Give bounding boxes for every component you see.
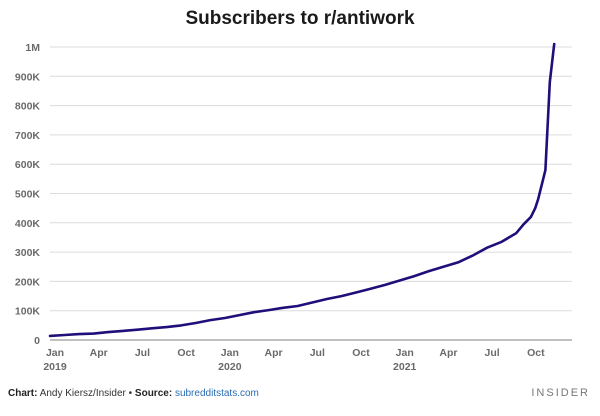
x-tick-label: Jul <box>310 347 325 359</box>
x-tick-label: Apr <box>439 347 457 359</box>
y-tick-label: 500K <box>15 189 41 201</box>
x-tick-year-label: 2021 <box>393 361 417 373</box>
source-label: Source: <box>134 388 173 399</box>
x-tick-label: Oct <box>352 347 370 359</box>
x-tick-label: Oct <box>177 347 195 359</box>
y-tick-label: 900K <box>15 71 41 83</box>
chart-credit: Chart: Andy Kiersz/Insider • Source: sub… <box>8 388 259 399</box>
series-line-subscribers <box>48 42 556 338</box>
y-tick-label: 800K <box>15 101 41 113</box>
x-tick-label: Jan <box>396 347 414 359</box>
y-tick-label: 700K <box>15 130 41 142</box>
source-link[interactable]: subredditstats.com <box>174 388 259 399</box>
y-tick-label: 300K <box>15 247 41 259</box>
y-tick-label: 0 <box>34 335 40 347</box>
y-tick-label: 200K <box>15 276 41 288</box>
x-tick-label: Apr <box>90 347 108 359</box>
y-tick-label: 1M <box>25 42 40 54</box>
x-axis-ticks: Jan 2019 Apr Jul Oct Jan 2020 Apr Jul Oct Jan 2021 A… <box>43 347 545 373</box>
x-tick-year-label: 2020 <box>218 361 242 373</box>
x-tick-label: Jan <box>221 347 239 359</box>
y-tick-label: 100K <box>15 306 41 318</box>
credit-bullet: • <box>128 388 133 399</box>
series-group <box>48 42 556 338</box>
y-tick-label: 600K <box>15 159 41 171</box>
y-tick-label: 400K <box>15 218 41 230</box>
x-tick-label: Jul <box>485 347 500 359</box>
x-tick-label: Jul <box>135 347 150 359</box>
y-axis-ticks: 0 100K 200K 300K 400K 500K 600K 700K 800K 900K 1M <box>15 42 41 347</box>
x-tick-year-label: 2019 <box>43 361 67 373</box>
grid-lines <box>50 46 572 341</box>
chart-credit-label: Chart: <box>8 388 38 399</box>
x-tick-label: Apr <box>265 347 283 359</box>
x-tick-label: Jan <box>46 347 64 359</box>
chart-title: Subscribers to r/antiwork <box>185 8 415 29</box>
chart-credit-author: Andy Kiersz/Insider <box>39 388 126 399</box>
insider-logo: INSIDER <box>531 387 590 399</box>
x-tick-label: Oct <box>527 347 545 359</box>
